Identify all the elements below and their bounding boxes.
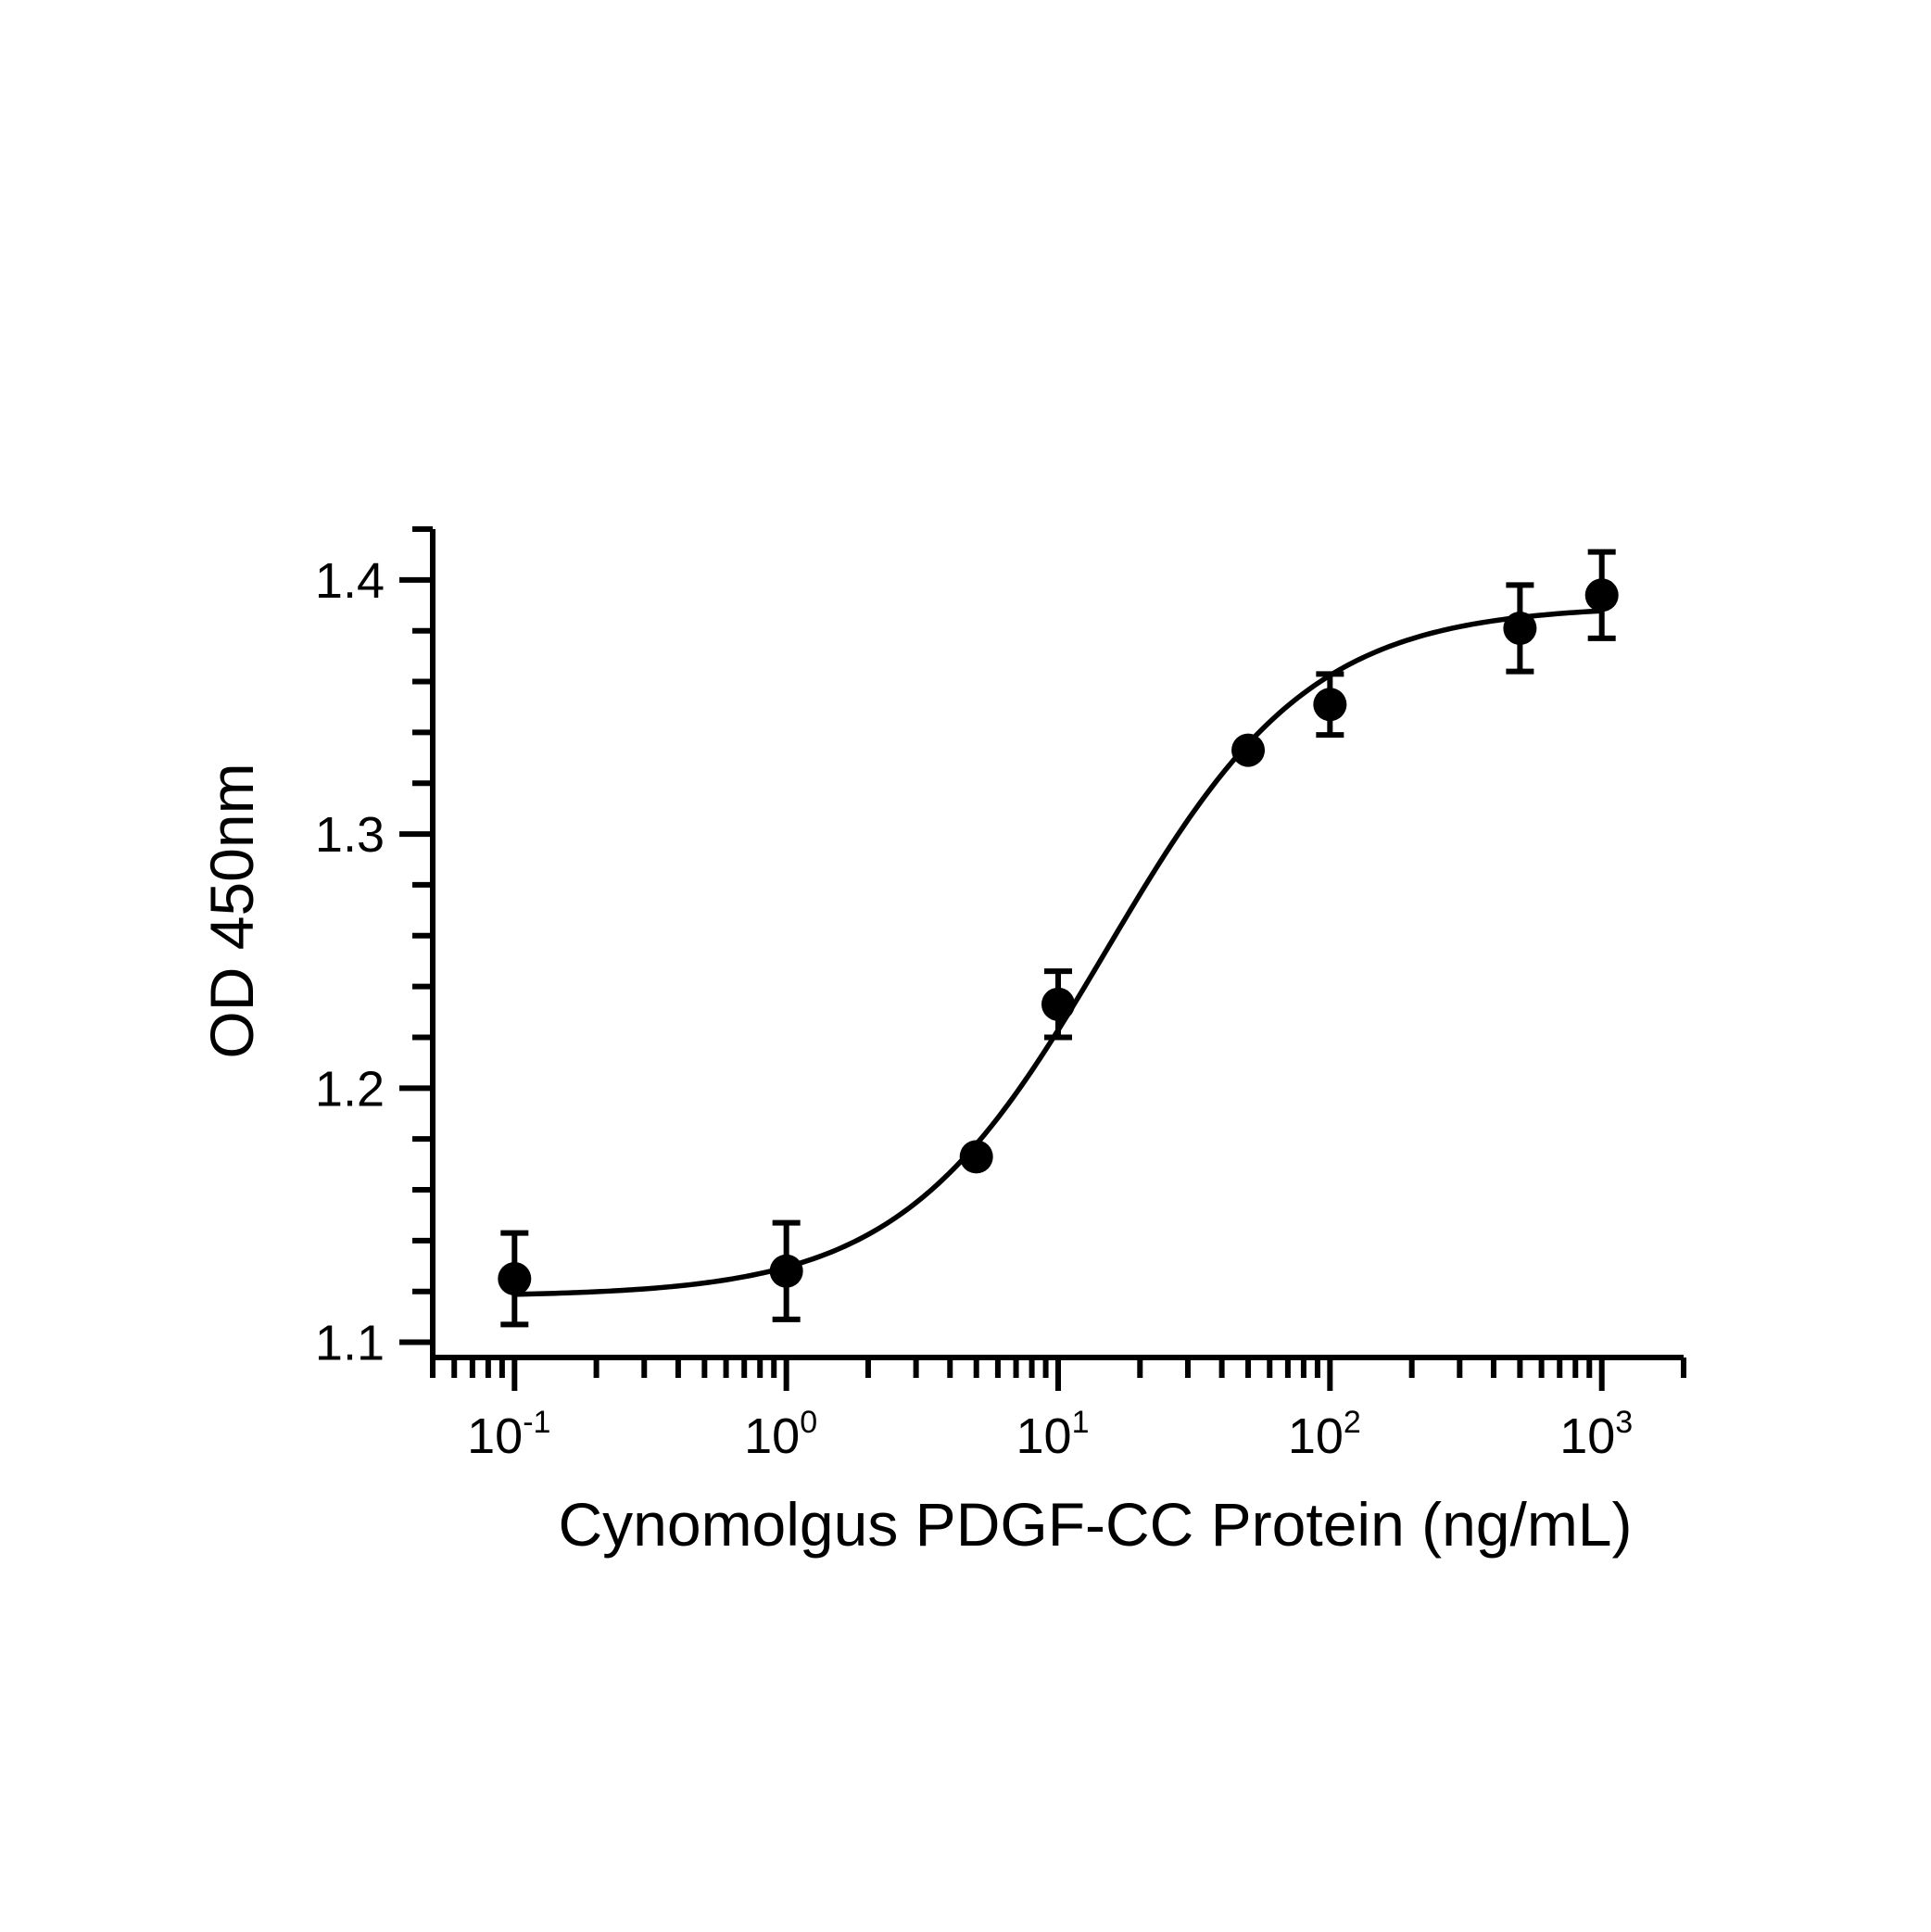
data-point bbox=[1584, 578, 1619, 612]
data-point bbox=[1503, 611, 1537, 645]
x-tick-exponent: 3 bbox=[1615, 1405, 1633, 1440]
y-tick-label: 1.1 bbox=[315, 1316, 385, 1371]
x-tick-label: 100 bbox=[744, 1405, 817, 1464]
x-tick-base: 10 bbox=[467, 1408, 523, 1464]
y-axis-title: OD 450nm bbox=[197, 763, 266, 1058]
fit-curve bbox=[514, 608, 1602, 1297]
x-tick-base: 10 bbox=[1559, 1408, 1615, 1464]
x-tick-base: 10 bbox=[1016, 1408, 1072, 1464]
x-tick-exponent: 2 bbox=[1344, 1405, 1361, 1440]
data-points-layer bbox=[498, 549, 1619, 1328]
y-axis-ticks: 1.1 1.2 1.3 1.4 bbox=[315, 526, 433, 1371]
x-tick-label: 101 bbox=[1016, 1405, 1090, 1464]
x-tick-label: 102 bbox=[1288, 1405, 1361, 1464]
x-tick-exponent: 0 bbox=[800, 1405, 817, 1440]
axes bbox=[430, 529, 1684, 1360]
y-tick-label: 1.3 bbox=[315, 807, 385, 863]
y-tick-label: 1.4 bbox=[315, 553, 385, 609]
fit-curve-layer bbox=[514, 608, 1602, 1297]
x-axis-ticks: 10-1 100 101 102 103 bbox=[430, 1357, 1686, 1464]
x-axis-title: Cynomolgus PDGF-CC Protein (ng/mL) bbox=[559, 1490, 1633, 1559]
x-tick-exponent: -1 bbox=[523, 1405, 550, 1440]
x-tick-label: 10-1 bbox=[467, 1405, 550, 1464]
x-tick-base: 10 bbox=[1288, 1408, 1344, 1464]
data-point bbox=[769, 1254, 803, 1288]
data-point bbox=[1313, 688, 1347, 722]
y-tick-label: 1.2 bbox=[315, 1061, 385, 1117]
x-tick-exponent: 1 bbox=[1072, 1405, 1090, 1440]
data-point bbox=[498, 1261, 532, 1295]
data-point bbox=[959, 1140, 993, 1174]
data-point bbox=[1041, 987, 1075, 1021]
x-tick-label: 103 bbox=[1559, 1405, 1633, 1464]
x-tick-base: 10 bbox=[744, 1408, 800, 1464]
data-point bbox=[1231, 733, 1266, 767]
